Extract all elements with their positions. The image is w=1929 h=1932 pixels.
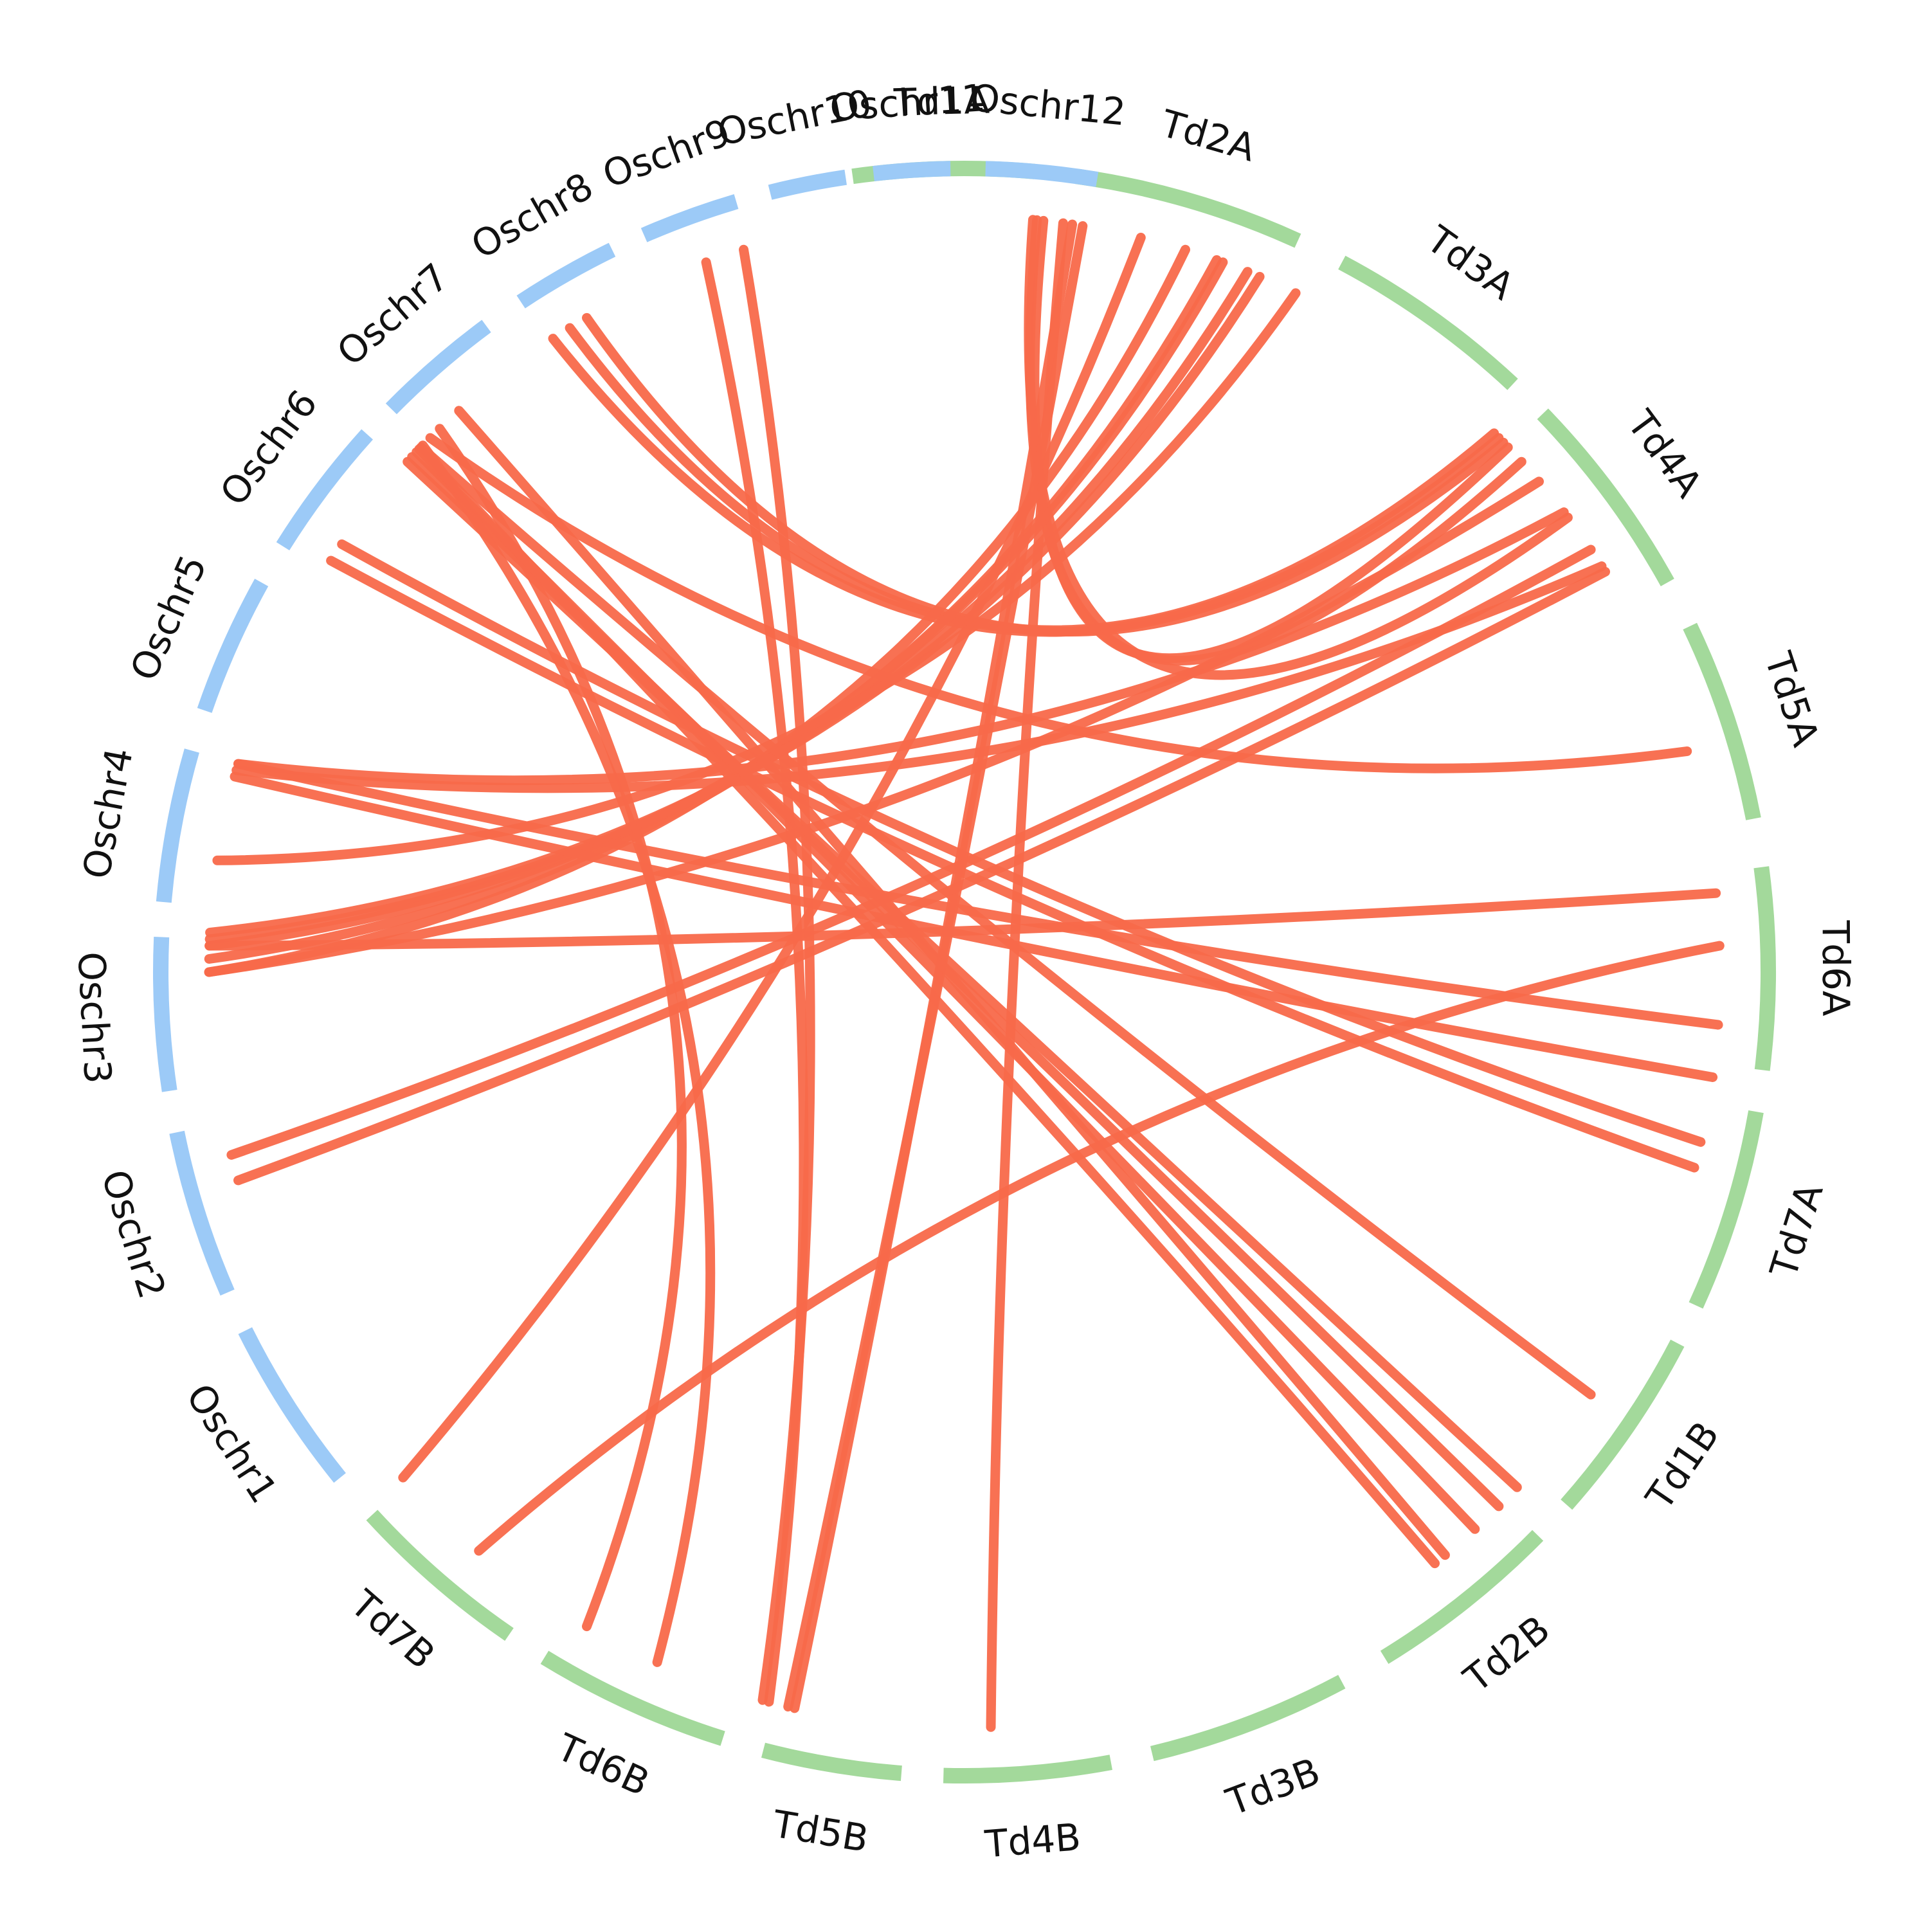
chromosome-label-td3b: Td3B [1220,1749,1325,1825]
chromosome-arc-oschr2 [169,1130,235,1296]
chromosome-arc-td3a [1338,255,1518,390]
chromosome-arc-td3b [1150,1675,1346,1762]
chromosome-label-oschr8: Oschr8 [464,164,601,267]
chromosome-label-td5b: Td5B [769,1801,871,1861]
synteny-link [233,759,1723,1030]
chromosome-arc-oschr9 [640,194,739,242]
chromosome-label-oschr6: Oschr6 [212,382,326,514]
synteny-link [1024,215,1573,680]
chromosome-arc-oschr8 [516,242,616,309]
chromosome-arc-td2a [1075,168,1301,248]
chromosome-label-td5a: Td5A [1756,646,1828,752]
chromosome-arc-oschr12 [985,161,1099,187]
synteny-link [326,555,1699,1173]
synteny-link [205,271,1265,937]
chromosome-label-oschr9: Oschr9 [597,111,736,197]
chromosome-arc-td7b [366,1510,514,1641]
synteny-link [337,539,1706,1147]
chromosome-label-td7b: Td7B [342,1581,444,1677]
chromosome-arc-td5a [1683,622,1761,820]
chromosome-label-td6b: Td6B [550,1725,656,1805]
chromosome-label-td6a: Td6A [1814,920,1858,1016]
chromosome-label-td7a: Td7A [1761,1178,1831,1283]
chromosome-arc-oschr4 [156,748,199,903]
chromosome-arc-oschr5 [197,579,269,713]
chromosome-arc-oschr10 [768,169,847,200]
chromosome-label-oschr1: Oschr1 [177,1376,285,1510]
chromosome-arc-td6b [540,1650,725,1746]
chromosome-label-oschr11: Oschr11 [828,76,986,130]
synteny-link [230,772,1718,1082]
synteny-link [204,476,1544,977]
chromosome-label-td2a: Td2A [1155,101,1260,170]
chromosome-label-td1a: Td1A [892,78,990,125]
chromosome-arc-td5b [761,1742,902,1782]
synteny-link [233,566,1610,1186]
chromosome-label-td4b: Td4B [983,1815,1082,1866]
chromosome-label-td4a: Td4A [1618,402,1711,505]
synteny-link [454,406,1450,1560]
chromosome-arc-oschr7 [385,320,491,415]
chromosome-label-oschr2: Oschr2 [93,1164,174,1303]
chromosome-label-oschr5: Oschr5 [122,548,215,687]
synteny-link [414,444,1440,1569]
chromosome-label-oschr4: Oschr4 [75,745,141,882]
chromosome-arc-td7a [1689,1110,1764,1309]
chromosome-arcs [153,161,1776,1784]
chromosome-arc-td2b [1380,1530,1544,1665]
chromosome-arc-oschr3 [153,936,177,1092]
chromosome-arc-td6a [1753,866,1776,1071]
synteny-links [204,215,1725,1732]
chromosome-arc-oschr1 [238,1327,346,1483]
synteny-link [231,561,1607,793]
synteny-link [212,288,1301,865]
chromosome-arc-oschr6 [276,429,374,550]
chromosome-label-oschr12: Oschr12 [968,76,1128,134]
chromosome-label-td1b: Td1B [1637,1414,1728,1518]
synteny-link [425,433,1692,773]
chromosome-arc-oschr11 [873,161,951,181]
chromosome-arc-td4a [1537,408,1674,586]
chromosome-label-td2b: Td2B [1455,1607,1558,1701]
synteny-link [418,440,716,1667]
chromosome-arc-td1b [1561,1339,1685,1510]
chromosome-label-td3a: Td3A [1418,217,1523,309]
synteny-link [233,507,1569,786]
chromosome-arc-td4b [943,1755,1112,1784]
chromosome-label-oschr3: Oschr3 [69,951,120,1085]
synteny-link [226,545,1596,1160]
synteny-link [474,941,1725,1556]
synteny-link [701,257,809,1707]
